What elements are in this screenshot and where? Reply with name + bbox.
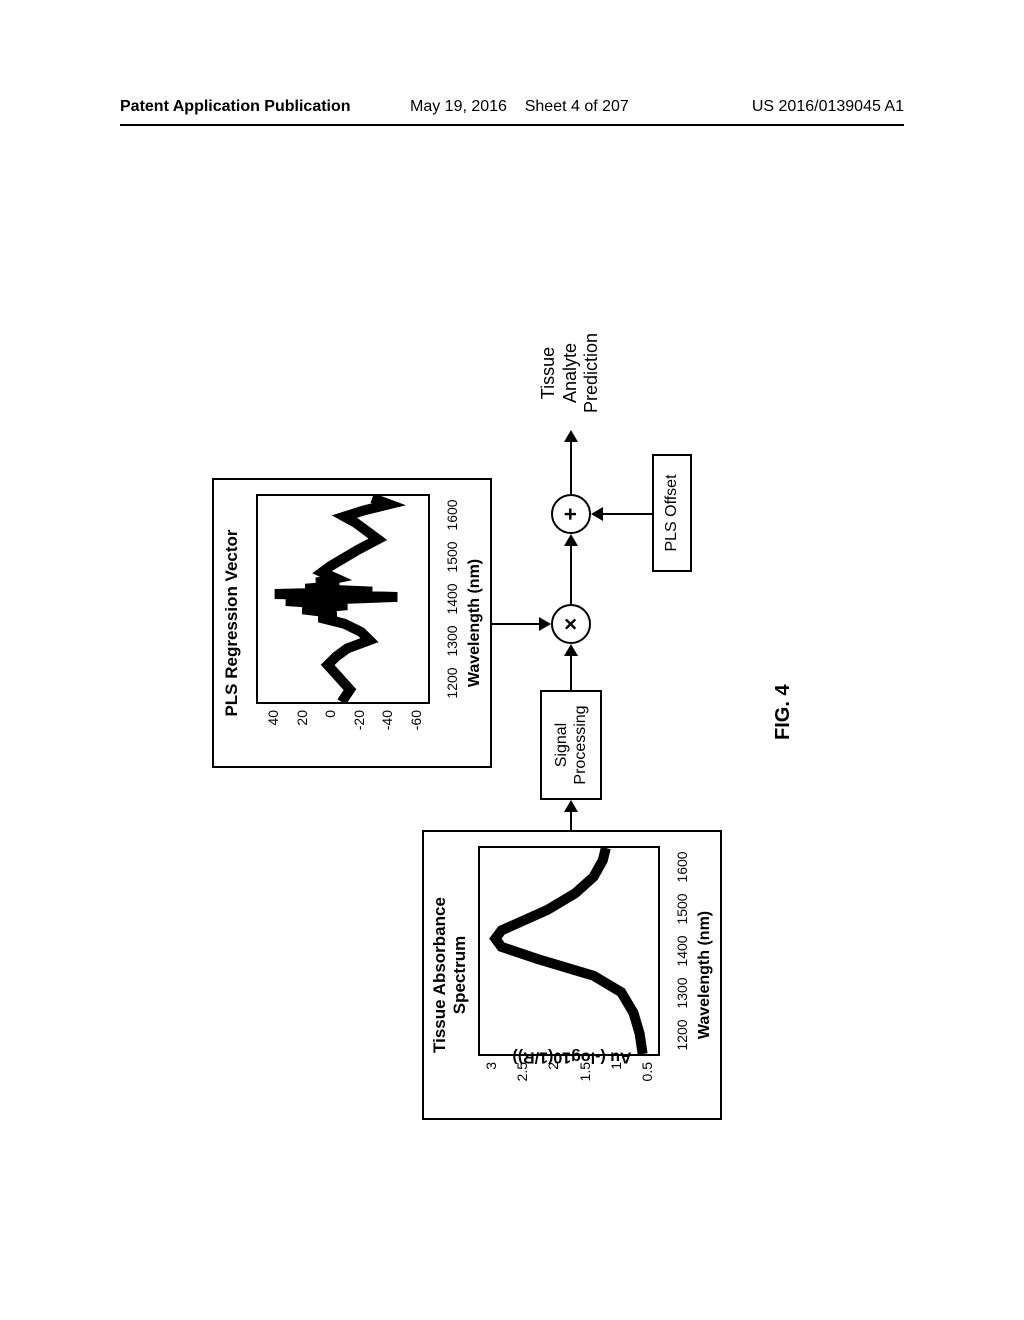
arrow-offset-to-add [591, 507, 652, 521]
xtick: 1500 [674, 893, 690, 924]
regression-plot [256, 494, 430, 704]
ytick: 0 [322, 710, 338, 750]
figure-area: Tissue Absorbance Spectrum Au (-log10(1/… [62, 220, 962, 1120]
arrow-sp-to-mul [564, 644, 578, 690]
signal-processing-label: Signal Processing [552, 705, 590, 784]
block-pls-offset: PLS Offset [652, 454, 692, 572]
arrow-abs-to-sp [564, 800, 578, 830]
ytick: -40 [379, 710, 395, 750]
ytick: 1.5 [577, 1062, 593, 1102]
regression-xlabel: Wavelength (nm) [466, 480, 484, 766]
xtick: 1600 [444, 499, 460, 530]
xtick: 1300 [444, 625, 460, 656]
op-multiply: × [551, 604, 591, 644]
op-add: + [551, 494, 591, 534]
ytick: 0.5 [639, 1062, 655, 1102]
absorbance-plot [478, 846, 660, 1056]
op-add-symbol: + [558, 508, 584, 521]
absorbance-xticks: 1200 1300 1400 1500 1600 [674, 846, 692, 1056]
ytick: 3 [483, 1062, 499, 1102]
figure-label: FIG. 4 [772, 684, 795, 740]
ytick: 2 [545, 1062, 561, 1102]
xtick: 1600 [674, 851, 690, 882]
ytick: 1 [608, 1062, 624, 1102]
block-signal-processing: Signal Processing [540, 690, 602, 800]
output-line3: Prediction [581, 333, 601, 413]
absorbance-xlabel: Wavelength (nm) [696, 832, 714, 1118]
pls-offset-label: PLS Offset [662, 474, 681, 551]
ytick: 2.5 [514, 1062, 530, 1102]
xtick: 1200 [674, 1019, 690, 1050]
patent-header: Patent Application Publication May 19, 2… [120, 98, 904, 126]
arrow-add-to-out [564, 430, 578, 494]
figure-stage: Tissue Absorbance Spectrum Au (-log10(1/… [212, 220, 812, 1120]
regression-yticks: -60-40-2002040 [256, 706, 430, 738]
header-date: May 19, 2016 [410, 98, 507, 115]
header-pub-number: US 2016/0139045 A1 [752, 98, 904, 116]
header-publication-type: Patent Application Publication [120, 98, 351, 116]
panel-regression: PLS Regression Vector -60-40-2002040 120… [212, 478, 492, 768]
xtick: 1400 [674, 935, 690, 966]
output-line2: Analyte [560, 343, 580, 403]
output-label: Tissue Analyte Prediction [538, 318, 603, 428]
arrow-reg-to-mul [492, 617, 551, 631]
panel-absorbance-title: Tissue Absorbance Spectrum [430, 832, 469, 1118]
panel-absorbance: Tissue Absorbance Spectrum Au (-log10(1/… [422, 830, 722, 1120]
header-sheet: Sheet 4 of 207 [525, 98, 629, 115]
panel-regression-title: PLS Regression Vector [222, 480, 242, 766]
arrow-mul-to-add [564, 534, 578, 604]
ytick: 40 [265, 710, 281, 750]
xtick: 1200 [444, 667, 460, 698]
ytick: -20 [351, 710, 367, 750]
header-date-sheet: May 19, 2016 Sheet 4 of 207 [410, 98, 629, 116]
op-multiply-symbol: × [558, 618, 584, 631]
xtick: 1300 [674, 977, 690, 1008]
regression-xticks: 1200 1300 1400 1500 1600 [444, 494, 462, 704]
panel-absorbance-title-l1: Tissue Absorbance [430, 897, 449, 1053]
xtick: 1400 [444, 583, 460, 614]
ytick: 20 [294, 710, 310, 750]
ytick: -60 [408, 710, 424, 750]
output-line1: Tissue [538, 347, 558, 399]
xtick: 1500 [444, 541, 460, 572]
panel-absorbance-title-l2: Spectrum [450, 936, 469, 1014]
header-rule [120, 124, 904, 126]
page: Patent Application Publication May 19, 2… [0, 0, 1024, 1320]
absorbance-yticks: 0.511.522.53 [478, 1058, 660, 1090]
